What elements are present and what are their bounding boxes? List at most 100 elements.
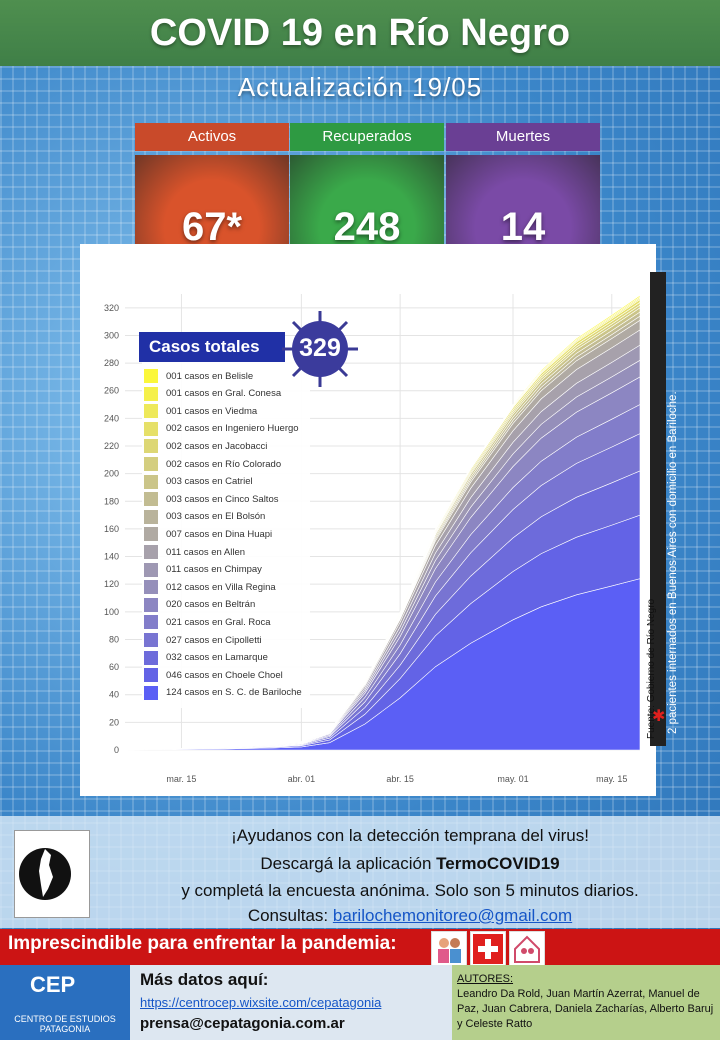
press-email: prensa@cepatagonia.com.ar	[140, 1015, 345, 1032]
more-data-label: Más datos aquí:	[140, 970, 269, 989]
survey-text: y completá la encuesta anónima. Solo son…	[181, 881, 639, 900]
deaths-label: Muertes	[446, 123, 600, 151]
legend-swatch	[144, 580, 158, 595]
legend-item: 001 casos en Gral. Conesa	[144, 386, 281, 402]
legend-label: 020 casos en Beltrán	[166, 599, 256, 611]
stay-home-icon	[509, 931, 545, 967]
legend-swatch	[144, 650, 158, 665]
active-value: 67*	[181, 205, 243, 249]
legend-label: 002 casos en Río Colorado	[166, 458, 282, 470]
x-tick-label: abr. 15	[386, 774, 414, 784]
argentina-map-icon	[19, 848, 71, 900]
legend-swatch	[144, 562, 158, 577]
x-tick-label: abr. 01	[288, 774, 316, 784]
banner-text: Imprescindible para enfrentar la pandemi…	[8, 933, 397, 954]
legend-swatch	[144, 369, 158, 383]
legend-label: 003 casos en Cinco Saltos	[166, 493, 279, 505]
y-tick-label: 160	[104, 524, 119, 534]
asterisk-icon: ✱	[652, 708, 666, 725]
y-tick-label: 80	[109, 634, 119, 644]
legend-swatch	[144, 457, 158, 471]
legend-item: 002 casos en Jacobacci	[144, 438, 267, 454]
x-tick-label: mar. 15	[166, 774, 196, 784]
y-tick-label: 20	[109, 717, 119, 727]
legend-item: 007 casos en Dina Huapi	[144, 526, 272, 542]
cases-chart: 0 20 40 60 80 100 120 140 160 180 200 220 240 260 280 3…	[80, 244, 679, 796]
more-data-panel	[130, 965, 452, 1040]
legend-item: 021 casos en Gral. Roca	[144, 614, 271, 630]
legend-item: 011 casos en Chimpay	[144, 562, 262, 578]
legend-item: 027 casos en Cipolletti	[144, 632, 262, 648]
legend-label: 012 casos en Villa Regina	[166, 581, 276, 593]
legend-label: 011 casos en Allen	[166, 546, 246, 558]
contact-email-link[interactable]: barilochemonitoreo@gmail.com	[332, 906, 573, 925]
legend-label: 046 casos en Choele Choel	[166, 669, 283, 681]
legend-label: 011 casos en Chimpay	[166, 564, 262, 576]
legend-swatch	[144, 545, 158, 559]
doctors-icon	[431, 931, 467, 967]
y-tick-label: 40	[109, 690, 119, 700]
legend-label: 002 casos en Ingeniero Huergo	[166, 423, 299, 435]
legend-item: 011 casos en Allen	[144, 544, 245, 560]
area-series	[124, 294, 641, 751]
legend-swatch	[144, 492, 158, 507]
title-band	[0, 0, 720, 66]
legend-swatch	[144, 633, 158, 647]
page-title: COVID 19 en Río Negro	[149, 12, 571, 54]
total-cases-value: 329	[299, 334, 341, 362]
x-tick-label: may. 01	[497, 774, 528, 784]
chart-legend: 001 casos en Belisle 001 casos en Gral. C…	[142, 362, 310, 708]
help-text: ¡Ayudanos con la detección temprana del …	[231, 826, 589, 845]
legend-label: 124 casos en S. C. de Bariloche	[166, 687, 302, 699]
legend-item: 012 casos en Villa Regina	[144, 579, 276, 595]
legend-item: 002 casos en Ingeniero Huergo	[144, 421, 299, 437]
legend-swatch	[144, 527, 158, 542]
legend-item: 003 casos en Cinco Saltos	[144, 491, 278, 507]
total-cases-label: Casos totales	[139, 332, 285, 362]
y-tick-label: 140	[104, 552, 119, 562]
side-note-text: 2 pacientes internados en Buenos Aires c…	[667, 391, 679, 734]
website-link[interactable]: https://centrocep.wixsite.com/cepatagoni…	[140, 995, 382, 1010]
y-tick-label: 200	[104, 469, 119, 479]
y-tick-label: 320	[104, 303, 119, 313]
legend-label: 003 casos en El Bolsón	[166, 511, 266, 523]
y-tick-label: 180	[104, 496, 119, 506]
cep-logo-panel	[0, 965, 130, 1040]
legend-swatch	[144, 615, 158, 630]
legend-label: 003 casos en Catriel	[166, 476, 253, 488]
legend-item: 124 casos en S. C. de Bariloche	[144, 685, 302, 701]
app-name: TermoCOVID19	[436, 854, 560, 873]
authors-title: AUTORES:	[457, 973, 514, 985]
cep-name: CENTRO DE ESTUDIOS PATAGONIA	[14, 1014, 116, 1034]
y-tick-label: 100	[104, 607, 119, 617]
authors-list: Leandro Da Rold, Juan Martín Azerrat, Ma…	[457, 988, 714, 1030]
legend-swatch	[144, 404, 158, 419]
red-cross-icon	[470, 931, 506, 967]
legend-swatch	[144, 668, 158, 683]
legend-label: 002 casos en Jacobacci	[166, 440, 268, 452]
download-text: Descargá la aplicación TermoCOVID19	[100, 854, 720, 874]
active-label: Activos	[135, 123, 289, 151]
y-tick-label: 0	[114, 745, 119, 755]
legend-swatch	[144, 509, 158, 524]
y-tick-label: 220	[104, 441, 119, 451]
info-band	[0, 816, 720, 928]
legend-label: 032 casos en Lamarque	[166, 652, 268, 664]
legend-item: 002 casos en Río Colorado	[144, 456, 281, 472]
cep-logo: CEP	[30, 972, 76, 997]
legend-label: 001 casos en Gral. Conesa	[166, 388, 282, 400]
recovered-label: Recuperados	[290, 123, 444, 151]
authors-panel	[452, 965, 720, 1040]
deaths-value: 14	[500, 205, 546, 249]
legend-item: 003 casos en El Bolsón	[144, 509, 265, 525]
download-prefix: Descargá la aplicación	[260, 854, 437, 873]
legend-item: 003 casos en Catriel	[144, 474, 253, 490]
y-tick-label: 60	[109, 662, 119, 672]
legend-swatch	[144, 421, 158, 436]
legend-swatch	[144, 685, 158, 700]
x-tick-label: may. 15	[596, 774, 627, 784]
legend-swatch	[144, 386, 158, 401]
legend-item: 020 casos en Beltrán	[144, 597, 255, 613]
legend-label: 027 casos en Cipolletti	[166, 634, 262, 646]
recovered-value: 248	[333, 205, 401, 249]
